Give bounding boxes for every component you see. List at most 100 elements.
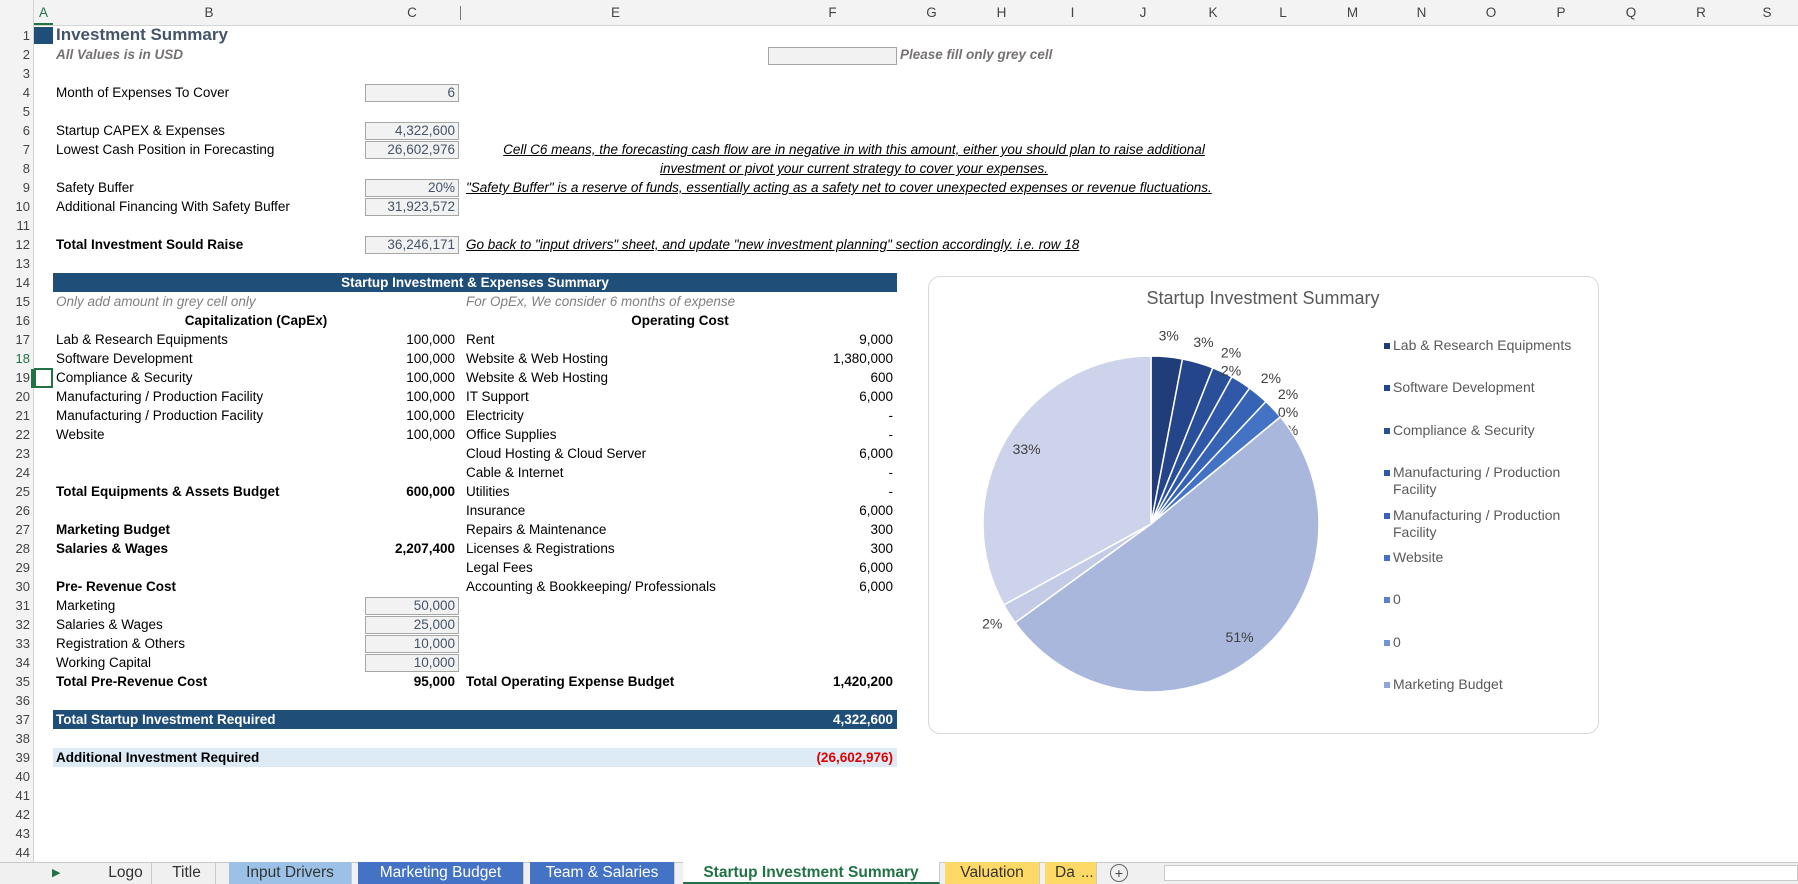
sheet-tab[interactable]: Valuation <box>945 862 1040 884</box>
cell-f30: 6,000 <box>859 579 893 594</box>
cell-c35: 95,000 <box>413 674 455 689</box>
grey-input-sample <box>768 47 897 65</box>
cell-b37: Total Startup Investment Required <box>56 712 276 727</box>
cell-f19: 600 <box>870 370 893 385</box>
input-cell <box>365 597 459 615</box>
cell-e22: Office Supplies <box>466 427 557 442</box>
row-header: 9 <box>22 180 30 195</box>
cell-b18: Software Development <box>56 351 193 366</box>
selected-row-marker <box>31 369 34 388</box>
column-header: B <box>204 5 214 20</box>
cell-b25: Total Equipments & Assets Budget <box>56 484 280 499</box>
cell-b10: Additional Financing With Safety Buffer <box>56 199 290 214</box>
cell-e23: Cloud Hosting & Cloud Server <box>466 446 647 461</box>
row-header: 19 <box>15 370 30 385</box>
legend-marker <box>1384 427 1390 434</box>
cell-b17: Lab & Research Equipments <box>56 332 228 347</box>
data-label: 0% <box>1278 404 1298 420</box>
cell-b1: Investment Summary <box>56 25 228 44</box>
row-header: 6 <box>22 123 30 138</box>
add-sheet-button[interactable]: + <box>1110 864 1128 882</box>
data-label: 2% <box>1221 345 1241 361</box>
cell-b15: Only add amount in grey cell only <box>56 294 256 309</box>
cell-b12: Total Investment Sould Raise <box>56 237 244 252</box>
legend-marker <box>1384 470 1390 477</box>
row-header: 21 <box>15 408 30 423</box>
row-header: 17 <box>15 332 30 347</box>
cell-b16: Capitalization (CapEx) <box>184 313 328 328</box>
more-tabs[interactable]: ... <box>1081 864 1094 881</box>
cell-b22: Website <box>56 427 105 442</box>
data-label: 3% <box>1159 328 1179 344</box>
legend-entry: Lab & Research Equipments <box>1393 337 1572 353</box>
legend-marker <box>1384 343 1390 349</box>
row-header: 13 <box>15 256 30 271</box>
input-cell <box>365 141 459 159</box>
data-label: 2% <box>1261 370 1281 386</box>
input-cell <box>365 198 459 216</box>
row-header: 15 <box>15 294 30 309</box>
sheet-tab[interactable]: Marketing Budget <box>358 862 524 884</box>
data-label: 3% <box>1193 334 1213 350</box>
cell-c10: 31,923,572 <box>387 199 455 214</box>
cell-f27: 300 <box>870 522 893 537</box>
legend-entry: 0 <box>1393 633 1401 650</box>
cell-e15: For OpEx, We consider 6 months of expens… <box>466 294 736 309</box>
cell-c21: 100,000 <box>406 408 455 423</box>
column-header-bar <box>0 0 1798 26</box>
sheet-tab[interactable]: Team & Salaries <box>530 862 675 884</box>
data-label: 2% <box>1221 363 1241 379</box>
cell-f21: - <box>888 408 894 423</box>
row-header: 2 <box>22 47 30 62</box>
row-header: 34 <box>15 655 30 670</box>
chart-title: Startup Investment Summary <box>1146 288 1379 308</box>
cell-b9: Safety Buffer <box>56 180 134 195</box>
legend-entry: Website <box>1393 549 1444 565</box>
cell-b33: Registration & Others <box>56 636 186 651</box>
column-header: M <box>1346 5 1359 20</box>
cell-f17: 9,000 <box>859 332 893 347</box>
cell-b30: Pre- Revenue Cost <box>56 579 177 594</box>
cell-b27: Marketing Budget <box>56 522 171 537</box>
cell-b32: Salaries & Wages <box>56 617 163 632</box>
input-cell <box>365 122 459 140</box>
data-label: 33% <box>1013 441 1041 457</box>
data-label: 2% <box>982 615 1002 631</box>
row-header: 18 <box>15 351 30 366</box>
row-header: 22 <box>15 427 30 442</box>
cell-g2: Please fill only grey cell <box>900 47 1053 62</box>
row-header: 20 <box>15 389 30 404</box>
row-header: 37 <box>15 712 30 727</box>
sheet-tab[interactable]: Startup Investment Summary <box>683 862 940 884</box>
column-header: A <box>38 5 48 20</box>
cell-e16: Operating Cost <box>631 313 729 328</box>
column-header: R <box>1696 5 1706 20</box>
legend-entry: Manufacturing / Production Facility <box>1393 464 1561 498</box>
cell-e8: investment or pivot your current strateg… <box>660 161 1048 176</box>
row-header: 3 <box>22 66 30 81</box>
tab-scroll-arrow[interactable]: ▶ <box>52 867 61 879</box>
sheet-tab[interactable]: Logo <box>100 862 152 884</box>
row-header: 10 <box>15 199 30 214</box>
horizontal-scrollbar[interactable] <box>1164 865 1798 881</box>
column-header: E <box>610 5 620 20</box>
selected-cell[interactable] <box>34 368 53 388</box>
cell-e18: Website & Web Hosting <box>466 351 609 366</box>
cell-c20: 100,000 <box>406 389 455 404</box>
cell-f26: 6,000 <box>859 503 893 518</box>
legend-entry: 0 <box>1393 591 1401 608</box>
chart: Startup Investment Summary 3% 3% 2% 2% 2% 2% 0%… <box>928 276 1599 734</box>
pie-chart: Startup Investment Summary 3% 3% 2% 2% 2% 2% 0%… <box>982 288 1380 693</box>
legend-entry: Marketing Budget <box>1393 676 1503 693</box>
legend-marker <box>1384 682 1390 689</box>
row-header: 23 <box>15 446 30 461</box>
sheet-tab[interactable]: Title <box>158 862 216 884</box>
column-header: K <box>1208 5 1218 20</box>
row-header: 25 <box>15 484 30 499</box>
column-header: P <box>1556 5 1566 20</box>
sheet-tab[interactable]: Input Drivers <box>229 862 352 884</box>
sheet-tab[interactable]: Da <box>1045 862 1097 884</box>
cell-b4: Month of Expenses To Cover <box>56 85 230 100</box>
row-header: 44 <box>15 845 30 860</box>
cell-b6: Startup CAPEX & Expenses <box>56 123 225 138</box>
